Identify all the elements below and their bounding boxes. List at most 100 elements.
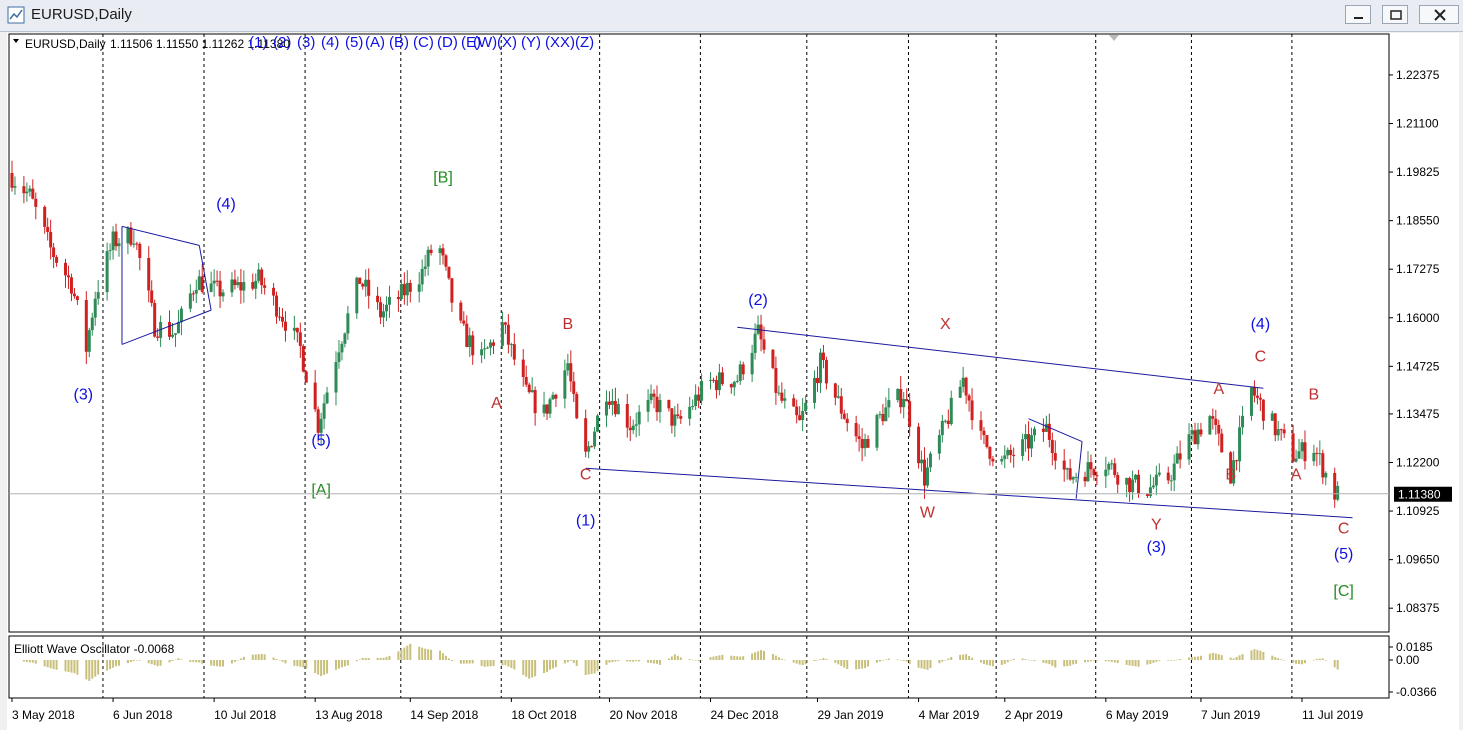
oscillator-bar — [109, 660, 112, 670]
candle-body — [1021, 439, 1025, 456]
oscillator-bar — [1298, 660, 1301, 665]
oscillator-bar — [334, 660, 337, 670]
candle-body — [1104, 469, 1108, 477]
oscillator-bar — [323, 660, 326, 675]
oscillator-bar — [587, 660, 590, 675]
axes: 3 May 2018 6 Jun 2018 10 Jul 2018 13 Aug 20… — [8, 33, 1452, 722]
triangle-upper-line — [121, 225, 200, 246]
oscillator-bar — [1128, 660, 1131, 666]
candle-body — [905, 399, 909, 402]
candle-body — [408, 282, 412, 292]
candle-body — [1249, 387, 1253, 416]
x-tick-label: 18 Oct 2018 — [511, 708, 577, 722]
candle-body — [260, 269, 264, 286]
oscillator-bar — [658, 660, 661, 665]
oscillator-bar — [742, 656, 745, 660]
oscillator-bar — [126, 660, 129, 664]
candle-body — [521, 359, 525, 378]
close-icon — [1434, 9, 1446, 21]
candle-body — [1125, 477, 1129, 485]
top-wave-label: (B) — [389, 34, 409, 51]
x-tick-label: 13 Aug 2018 — [315, 708, 383, 722]
oscillator-bar — [1095, 660, 1098, 661]
candle-body — [771, 349, 775, 368]
candle-body — [717, 372, 721, 391]
oscillator-bar — [284, 660, 287, 664]
candle-body — [575, 394, 579, 419]
oscillator-bar — [296, 660, 299, 667]
candle-body — [361, 283, 365, 287]
oscillator-bar — [1042, 660, 1045, 663]
candle-body — [1282, 429, 1286, 434]
oscillator-bar — [1054, 660, 1057, 668]
candle-body — [1083, 476, 1087, 482]
oscillator-bars — [22, 643, 1339, 681]
candle-body — [200, 276, 204, 292]
candle-body — [857, 436, 861, 440]
oscillator-bar — [858, 660, 861, 670]
oscillator-bar — [367, 658, 370, 660]
oscillator-bar — [1024, 659, 1027, 660]
candle-body — [988, 446, 992, 459]
candle-body — [982, 430, 986, 436]
candle-body — [741, 364, 745, 375]
x-tick-label: 20 Nov 2018 — [609, 708, 677, 722]
oscillator-bar — [534, 660, 537, 677]
oscillator-bar — [971, 657, 974, 660]
oscillator-bar — [688, 659, 691, 660]
oscillator-bar — [522, 660, 525, 675]
candle-body — [1041, 428, 1045, 432]
candle-body — [492, 342, 496, 346]
oscillator-bar — [763, 650, 766, 660]
maximize-button[interactable] — [1382, 5, 1408, 24]
oscillator-bar — [64, 660, 67, 672]
oscillator-bar — [721, 654, 724, 660]
oscillator-bar — [1191, 657, 1194, 660]
candle-body — [236, 282, 240, 286]
oscillator-bar — [379, 657, 382, 660]
oscillator-bar — [1280, 659, 1283, 660]
oscillator-bar — [22, 660, 25, 662]
oscillator-bar — [1253, 649, 1256, 660]
oscillator-bar — [1188, 657, 1191, 660]
chart-window[interactable]: (3) (4) (5) [A] [B] A B C (1) (2) X W Y (3) (4) C A B A B C (… — [7, 33, 1459, 730]
oscillator-bar — [771, 654, 774, 660]
candle-body — [1131, 479, 1135, 493]
x-tick-label: 14 Sep 2018 — [410, 708, 478, 722]
candle-body — [28, 188, 32, 192]
candle-body — [156, 336, 160, 338]
candle-body — [46, 226, 50, 232]
x-tick-label: 29 Jan 2019 — [818, 708, 884, 722]
oscillator-bar — [272, 657, 275, 660]
price-chart[interactable]: (3) (4) (5) [A] [B] A B C (1) (2) X W Y (3) (4) C A B A B C (… — [7, 33, 1459, 730]
oscillator-bar — [326, 660, 329, 674]
candle-body — [399, 284, 403, 300]
oscillator-bar — [855, 660, 858, 670]
oscillator-bar — [1063, 660, 1066, 667]
oscillator-bar — [1238, 655, 1241, 660]
candle-body — [943, 420, 947, 422]
oscillator-bar — [1199, 655, 1202, 660]
oscillator-bar — [691, 659, 694, 661]
top-wave-label: (X) — [497, 34, 517, 51]
candle-body — [667, 400, 671, 409]
oscillator-bar — [418, 646, 421, 660]
oscillator-bar — [590, 660, 593, 674]
oscillator-bar — [91, 660, 94, 679]
candle-body — [64, 262, 68, 276]
candle-body — [322, 403, 326, 419]
oscillator-bar — [566, 660, 569, 663]
oscillator-bar — [718, 655, 721, 660]
wave-label: (4) — [1251, 316, 1271, 333]
close-button[interactable] — [1419, 5, 1459, 24]
oscillator-bar — [129, 660, 132, 663]
minimize-button[interactable] — [1345, 5, 1371, 24]
oscillator-bar — [754, 652, 757, 660]
top-wave-label: (C) — [413, 34, 434, 51]
oscillator-bar — [34, 660, 37, 664]
oscillator-bar — [1262, 651, 1265, 660]
candle-body — [720, 372, 724, 385]
candle-body — [1252, 387, 1256, 396]
candle-body — [780, 392, 784, 401]
oscillator-bar — [653, 660, 656, 664]
